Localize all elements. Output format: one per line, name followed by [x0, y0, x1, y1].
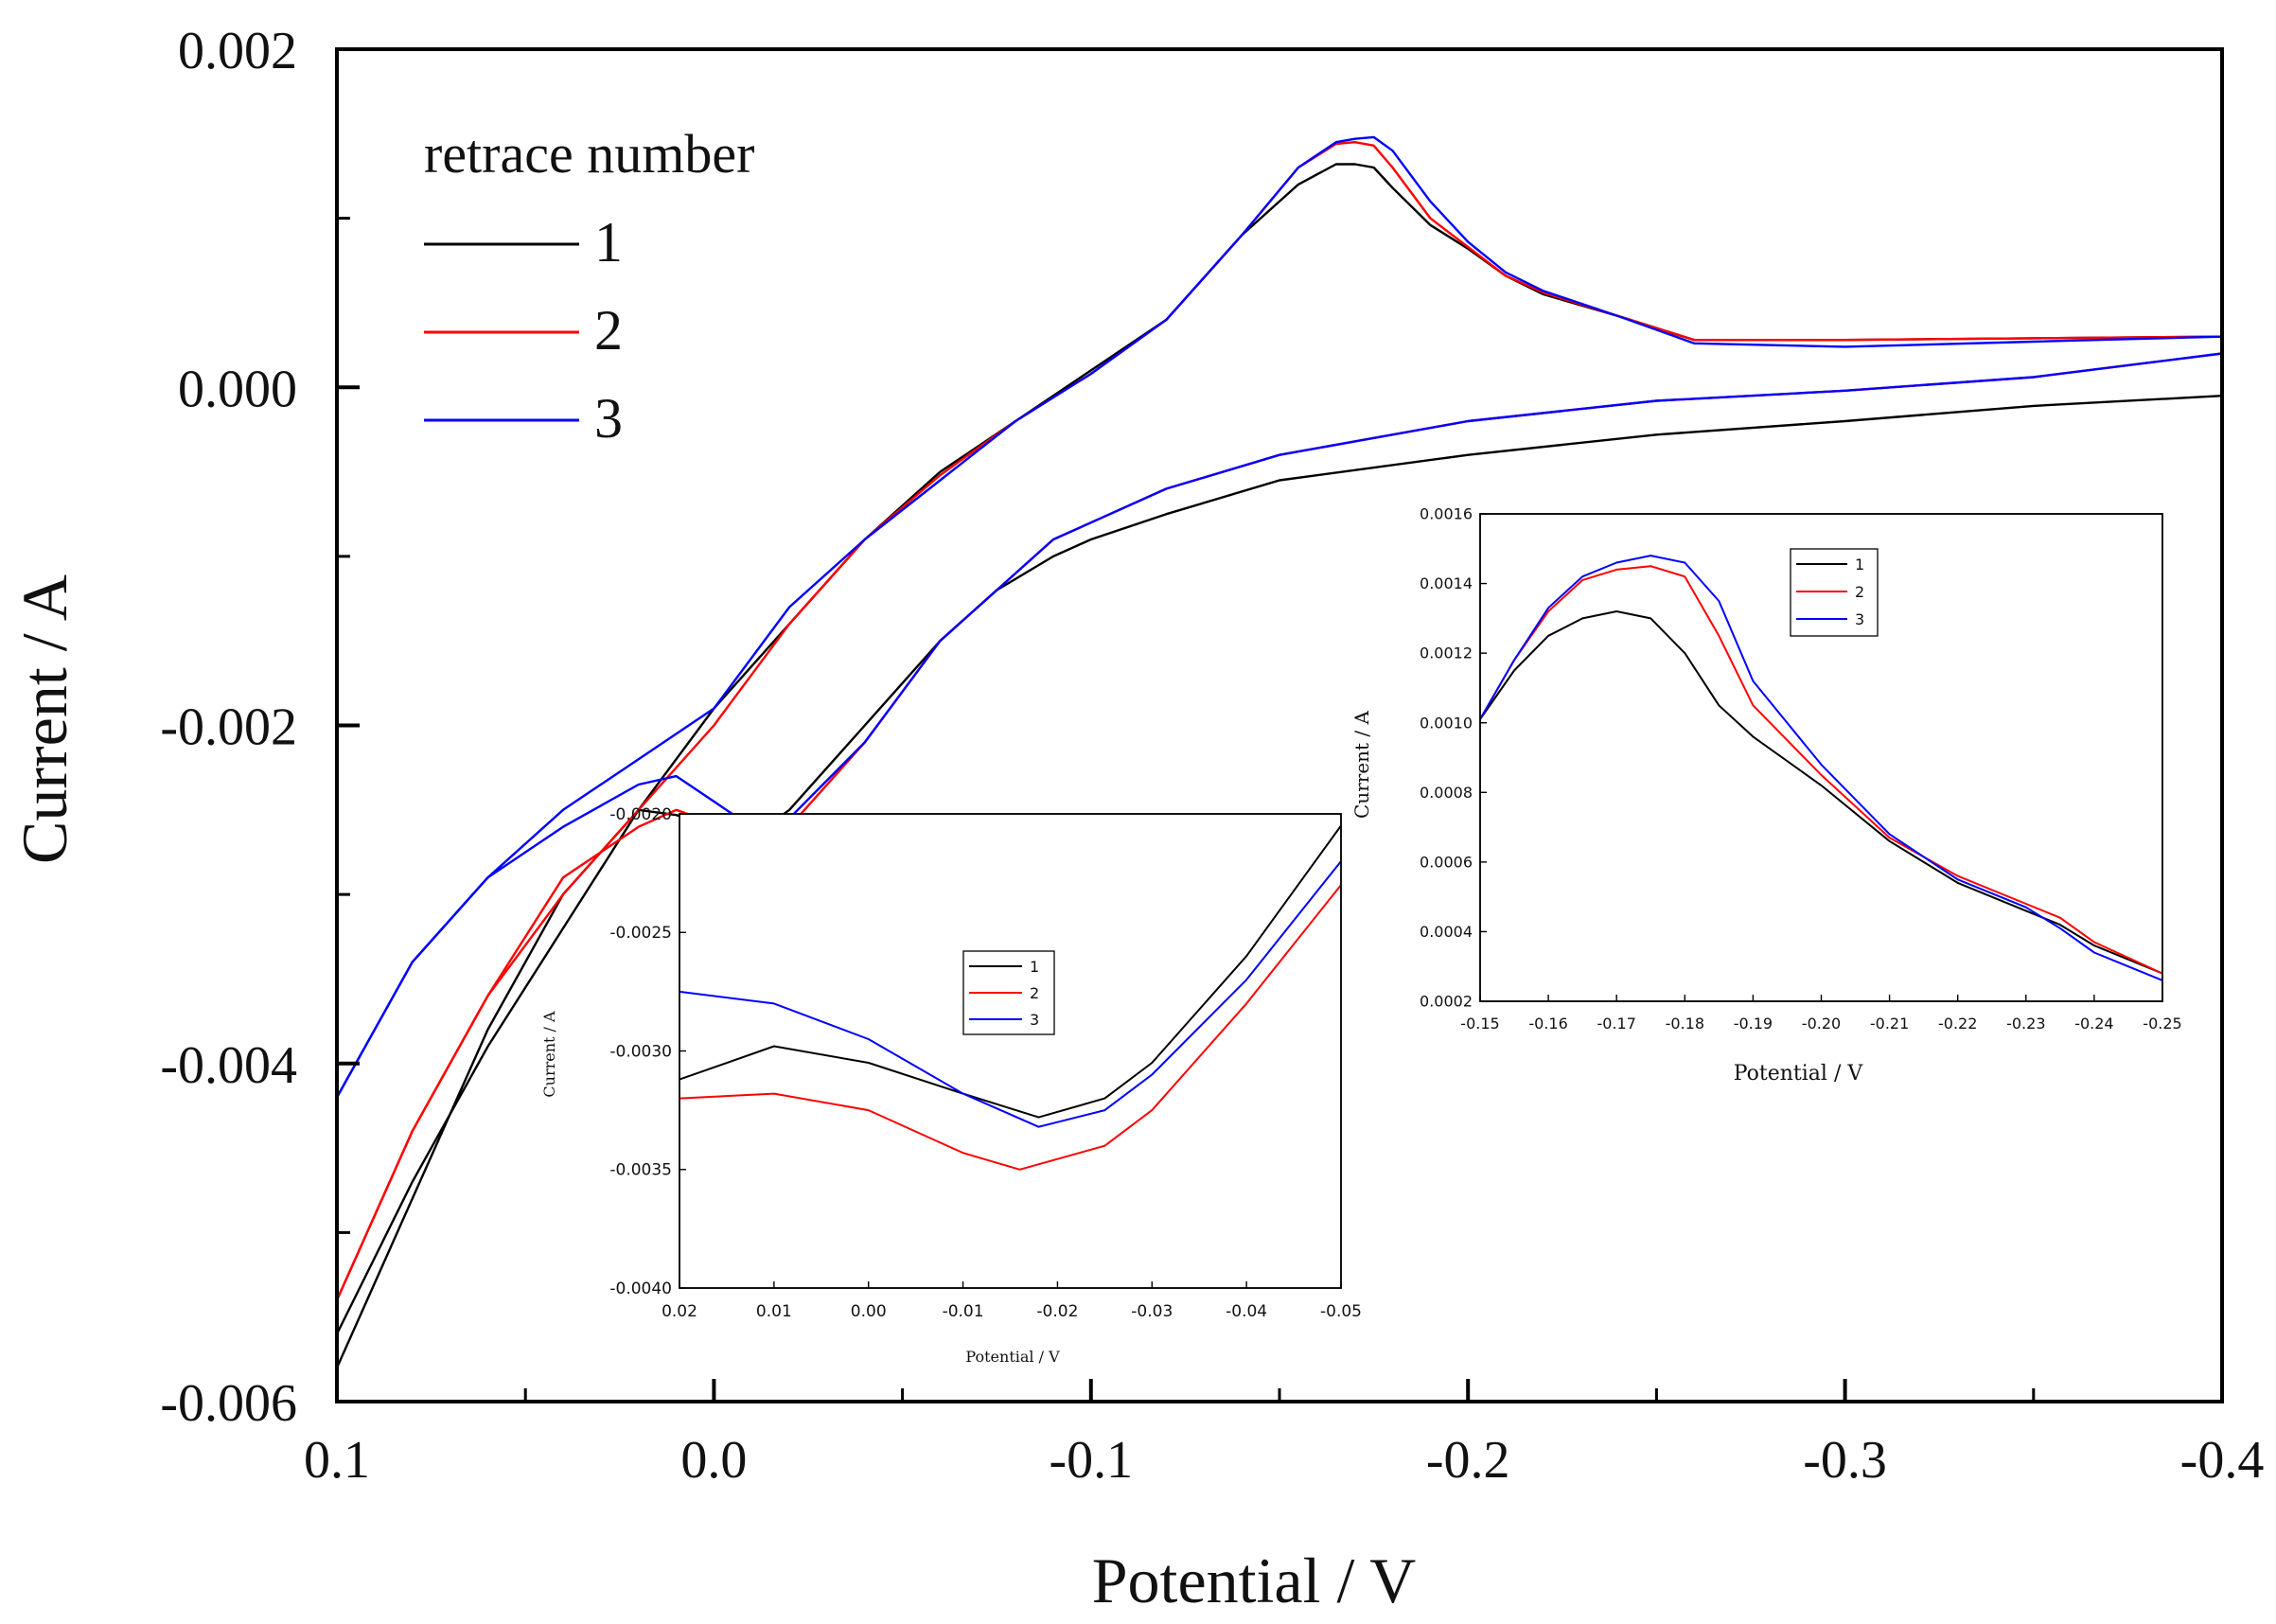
inset-left-plot: 0.02 0.01 0.00 -0.01 -0.02 -0.03 -0.04 -0.05 -0.… [609, 805, 1362, 1321]
inset-left-legend-label-1: 1 [1030, 958, 1039, 976]
inset-left-series-2-line [679, 884, 1342, 1171]
inset-right-y-tick-label: 0.0004 [1420, 923, 1473, 941]
inset-right-x-tick-label: -0.23 [2006, 1015, 2045, 1033]
inset-right-legend-label-1: 1 [1855, 556, 1864, 574]
inset-left-x-tick-label: -0.02 [1036, 1302, 1078, 1321]
main-x-tick-label: -0.4 [2180, 1431, 2265, 1490]
inset-right-y-tick-label: 0.0014 [1420, 574, 1473, 592]
inset-right-legend-label-2: 2 [1855, 583, 1864, 601]
main-y-axis-title: Current / A [9, 574, 80, 864]
inset-right-x-tick-label: -0.20 [1802, 1015, 1841, 1033]
inset-left-y-tick-label: -0.0025 [609, 924, 672, 943]
inset-right-series-3-line [1479, 555, 2163, 981]
inset-left-x-tick-label: -0.05 [1320, 1302, 1362, 1321]
inset-left-legend-label-2: 2 [1030, 984, 1039, 1002]
inset-right-series-2-line [1479, 565, 2163, 975]
main-y-tick-label: -0.004 [160, 1036, 297, 1095]
inset-left-x-tick-label: -0.03 [1131, 1302, 1173, 1321]
inset-left-x-tick-label: -0.04 [1226, 1302, 1267, 1321]
inset-left-y-tick-label: -0.0030 [609, 1042, 672, 1061]
main-x-tick-label: 0.1 [304, 1431, 370, 1490]
inset-left-series-3-line [679, 860, 1342, 1128]
inset-left-x-axis-title: Potential / V [965, 1348, 1060, 1366]
inset-left-x-tick-label: 0.01 [756, 1302, 792, 1321]
main-y-tick-label: 0.002 [178, 22, 297, 80]
inset-left-x-tick-label: 0.02 [662, 1302, 697, 1321]
inset-right-x-tick-label: -0.25 [2143, 1015, 2181, 1033]
inset-right-legend-label-3: 3 [1855, 610, 1864, 628]
inset-right-y-axis-title: Current / A [1350, 710, 1373, 819]
legend: 1 2 3 [424, 211, 623, 450]
inset-right-y-tick-label: 0.0016 [1420, 505, 1473, 523]
inset-right-x-axis-title: Potential / V [1734, 1062, 1864, 1086]
main-x-tick-label: -0.2 [1426, 1431, 1510, 1490]
inset-right-x-tick-label: -0.17 [1597, 1015, 1635, 1033]
inset-left-series-1-line [679, 824, 1342, 1119]
main-x-tick-label: -0.3 [1803, 1431, 1887, 1490]
inset-right-x-tick-label: -0.21 [1870, 1015, 1909, 1033]
main-plot: 0.1 0.0 -0.1 -0.2 -0.3 -0.40.0020.000-0.002-0… [160, 22, 2264, 1490]
inset-left-x-tick-label: 0.00 [851, 1302, 887, 1321]
inset-left-y-axis-title: Current / A [540, 1011, 558, 1098]
inset-right-x-tick-label: -0.18 [1666, 1015, 1704, 1033]
inset-right-x-tick-label: -0.19 [1734, 1015, 1773, 1033]
inset-right-x-tick-label: -0.24 [2074, 1015, 2113, 1033]
inset-left-legend-label-3: 3 [1030, 1011, 1039, 1029]
main-x-tick-label: -0.1 [1049, 1431, 1133, 1490]
main-x-axis-title: Potential / V [1092, 1545, 1417, 1616]
inset-right-x-tick-label: -0.15 [1460, 1015, 1499, 1033]
inset-right-x-tick-label: -0.22 [1938, 1015, 1977, 1033]
main-y-tick-label: -0.006 [160, 1374, 297, 1433]
main-x-tick-label: 0.0 [680, 1431, 747, 1490]
inset-left-x-tick-label: -0.01 [943, 1302, 984, 1321]
inset-right-x-tick-label: -0.16 [1528, 1015, 1567, 1033]
main-series-3-reverse-line [335, 352, 2223, 1099]
inset-right-y-tick-label: 0.0010 [1420, 714, 1473, 732]
main-series-3-forward-line [335, 135, 2223, 1099]
inset-left-frame-bg [679, 813, 1342, 1289]
inset-right-y-tick-label: 0.0012 [1420, 644, 1473, 662]
inset-left-y-tick-label: -0.0035 [609, 1161, 672, 1180]
inset-right-plot: -0.15 -0.16 -0.17 -0.18 -0.19 -0.20 -0.21 -0.22… [1420, 505, 2182, 1033]
inset-left-y-tick-label: -0.0020 [609, 805, 672, 824]
inset-right-y-tick-label: 0.0002 [1420, 993, 1473, 1011]
legend-label-1: 1 [594, 211, 623, 274]
inset-left-y-tick-label: -0.0040 [609, 1280, 672, 1298]
legend-title: retrace number [424, 123, 754, 185]
legend-label-2: 2 [594, 299, 623, 362]
legend-label-3: 3 [594, 387, 623, 450]
inset-right-y-tick-label: 0.0008 [1420, 784, 1473, 802]
main-y-tick-label: 0.000 [178, 360, 297, 418]
inset-right-y-tick-label: 0.0006 [1420, 853, 1473, 871]
main-series-group [335, 135, 2223, 1368]
main-y-tick-label: -0.002 [160, 698, 297, 757]
